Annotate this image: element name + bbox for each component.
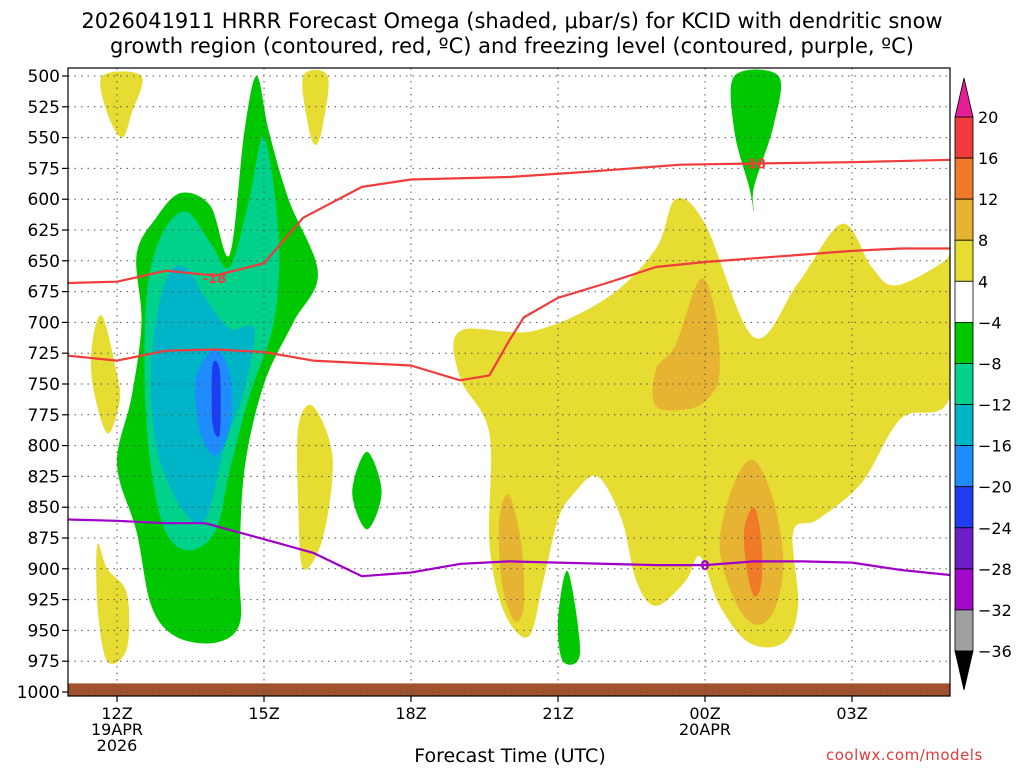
x-tick-label-12Z-1: 19APR	[91, 720, 143, 739]
colorbar-bin-7	[954, 404, 974, 447]
colorbar-label-0: 20	[978, 108, 998, 127]
y-tick-label-600: 600	[28, 190, 60, 210]
y-tick-label-700: 700	[28, 313, 60, 333]
colorbar-bottom-arrow	[954, 650, 974, 691]
colorbar-bin-11	[954, 568, 974, 611]
y-tick-label-925: 925	[28, 591, 60, 611]
omega-region-6	[557, 570, 581, 665]
colorbar-bin-2	[954, 198, 974, 241]
y-tick-label-575: 575	[28, 159, 60, 179]
colorbar-bin-6	[954, 363, 974, 405]
x-tick-label-21Z-0: 21Z	[542, 704, 573, 723]
omega-region-10	[90, 315, 121, 434]
y-tick-label-775: 775	[28, 406, 60, 426]
contour-label-dgz-upper: -18	[742, 157, 766, 172]
colorbar-label-9: −20	[978, 478, 1012, 497]
colorbar-top-arrow	[954, 77, 974, 118]
y-tick-label-825: 825	[28, 467, 60, 487]
colorbar-label-3: 8	[978, 231, 988, 250]
y-tick-label-800: 800	[28, 437, 60, 457]
x-tick-label-15Z-0: 15Z	[248, 704, 279, 723]
contour-label-freezing-level: 0	[700, 559, 709, 574]
colorbar-label-12: −32	[978, 601, 1012, 620]
omega-region-7	[730, 69, 782, 212]
y-tick-label-975: 975	[28, 652, 60, 672]
colorbar-label-8: −16	[978, 437, 1012, 456]
omega-region-9	[302, 69, 329, 145]
y-tick-label-875: 875	[28, 529, 60, 549]
y-tick-label-675: 675	[28, 283, 60, 303]
colorbar-bin-8	[954, 445, 974, 488]
y-tick-label-1000: 1000	[17, 683, 60, 703]
colorbar-label-5: −4	[978, 313, 1002, 332]
y-tick-label-900: 900	[28, 560, 60, 580]
colorbar-bin-9	[954, 486, 974, 529]
contour-label-dgz-lower: -18	[203, 272, 227, 287]
x-tick-label-00Z-0: 00Z	[689, 704, 720, 723]
y-tick-label-750: 750	[28, 375, 60, 395]
chart-title-line1: 2026041911 HRRR Forecast Omega (shaded, …	[81, 9, 943, 33]
colorbar-bin-3	[954, 239, 974, 282]
colorbar-bin-0	[954, 116, 974, 159]
y-tick-label-550: 550	[28, 129, 60, 149]
x-axis-label: Forecast Time (UTC)	[414, 745, 606, 767]
y-tick-label-500: 500	[28, 67, 60, 87]
contour-freezing-level	[68, 518, 950, 578]
y-tick-label-625: 625	[28, 221, 60, 241]
colorbar-label-7: −12	[978, 396, 1012, 415]
omega-region-17	[743, 507, 763, 597]
contour-dgz-upper	[68, 158, 950, 285]
y-tick-label-725: 725	[28, 344, 60, 364]
chart-title-line2: growth region (contoured, red, ºC) and f…	[110, 34, 914, 58]
colorbar-label-11: −28	[978, 560, 1012, 579]
y-tick-label-850: 850	[28, 498, 60, 518]
colorbar-bin-1	[954, 157, 974, 200]
omega-region-8	[100, 71, 143, 138]
omega-region-5	[352, 451, 382, 530]
omega-region-14	[652, 278, 720, 411]
colorbar-bin-5	[954, 321, 974, 364]
x-tick-label-00Z-1: 20APR	[679, 720, 731, 739]
colorbar-bin-10	[954, 527, 974, 570]
omega-region-4	[211, 360, 221, 438]
x-tick-label-03Z-0: 03Z	[836, 704, 867, 723]
plot-frame	[67, 67, 951, 697]
contour-dgz-lower	[68, 247, 950, 382]
omega-region-13	[453, 198, 950, 648]
colorbar-label-13: −36	[978, 642, 1012, 661]
colorbar-bin-12	[954, 609, 974, 652]
colorbar-label-10: −24	[978, 519, 1012, 538]
y-tick-label-950: 950	[28, 621, 60, 641]
colorbar-label-2: 12	[978, 190, 998, 209]
y-tick-label-650: 650	[28, 252, 60, 272]
colorbar-label-1: 16	[978, 149, 998, 168]
x-tick-label-12Z-0: 12Z	[101, 704, 132, 723]
x-tick-label-12Z-2: 2026	[97, 736, 138, 755]
omega-region-15	[498, 494, 525, 622]
x-tick-label-18Z-0: 18Z	[395, 704, 426, 723]
omega-region-11	[96, 543, 130, 664]
y-tick-label-525: 525	[28, 98, 60, 118]
ground-surface	[68, 683, 950, 696]
omega-region-12	[296, 404, 333, 570]
colorbar-label-4: 4	[978, 272, 988, 291]
source-credit[interactable]: coolwx.com/models	[826, 746, 983, 764]
colorbar-bin-4	[954, 280, 974, 323]
colorbar-label-6: −8	[978, 354, 1002, 373]
